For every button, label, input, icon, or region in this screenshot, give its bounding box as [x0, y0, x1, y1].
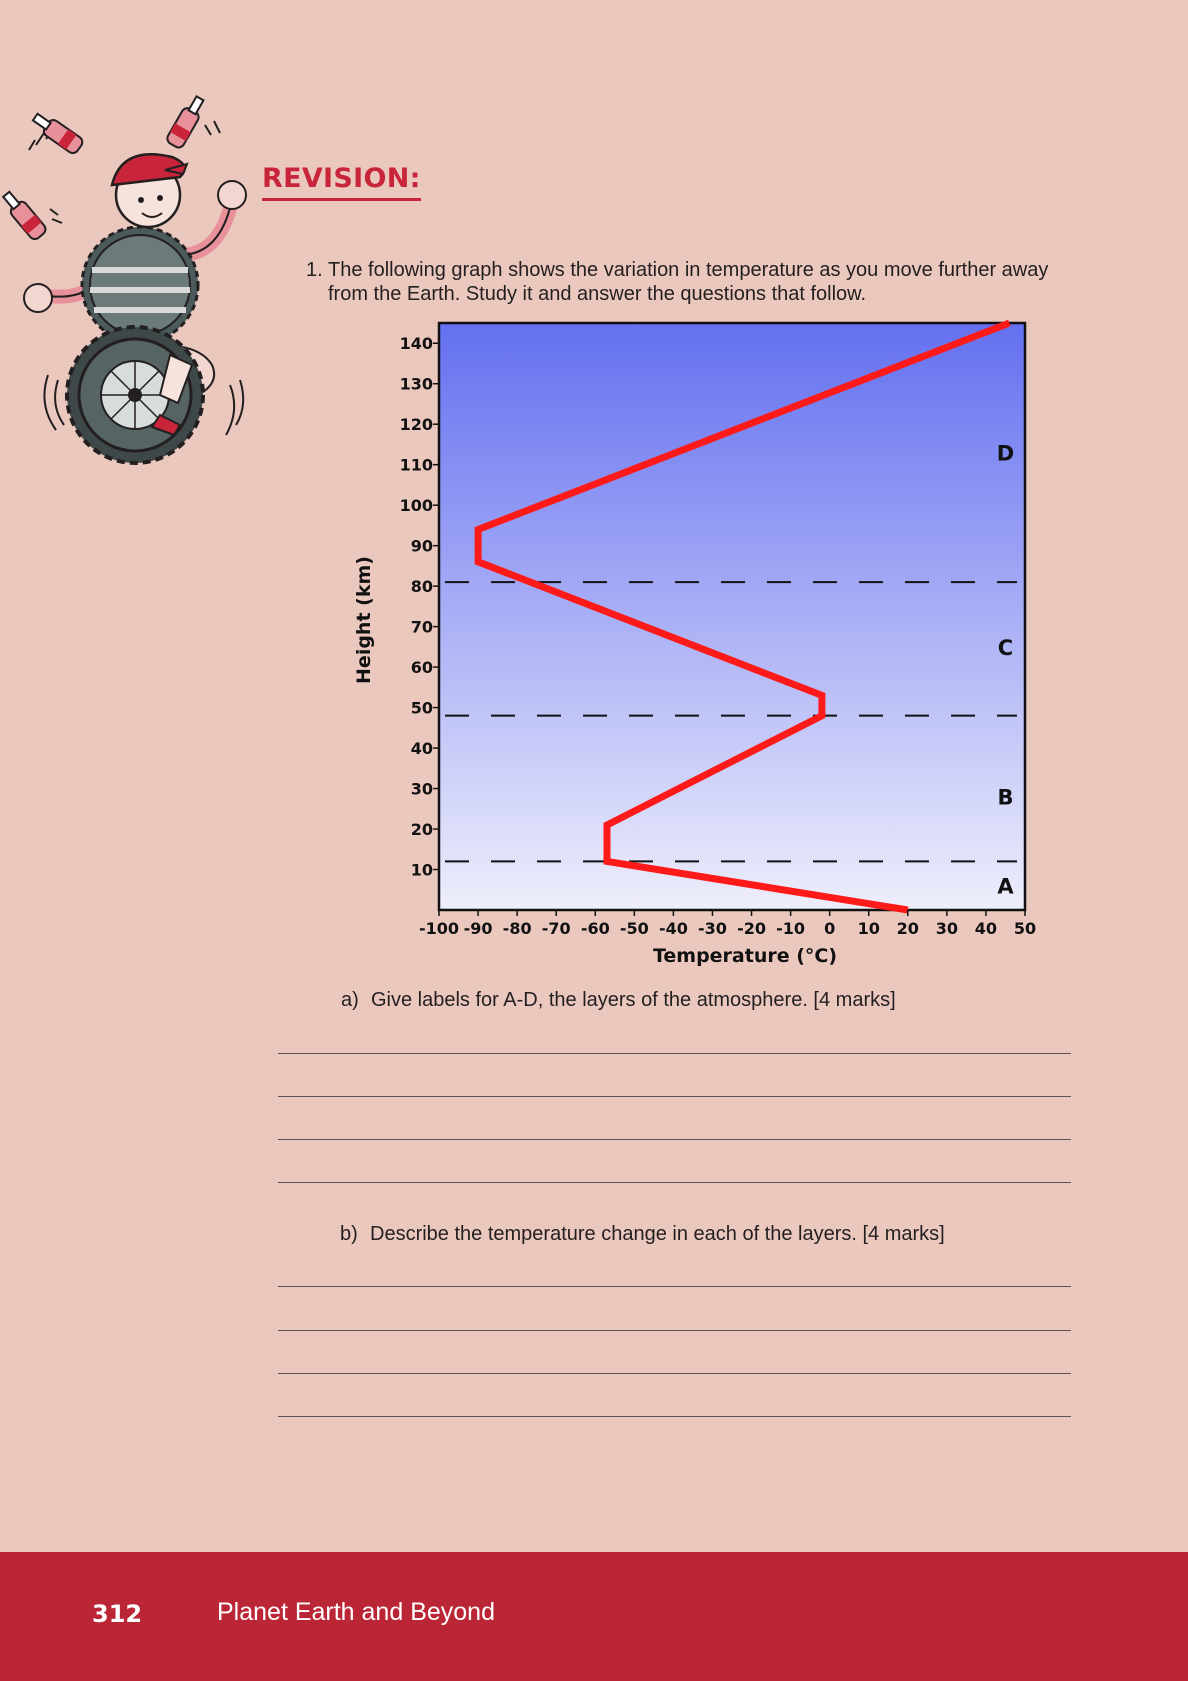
y-tick-label-13: 140 — [400, 334, 433, 353]
question-text: The following graph shows the variation … — [328, 259, 1049, 305]
x-tick-label-13: 30 — [936, 919, 958, 938]
x-tick-label-5: -50 — [620, 919, 649, 938]
x-tick-label-8: -20 — [737, 919, 766, 938]
y-tick-label-5: 60 — [411, 658, 433, 677]
answer-line-a4[interactable] — [278, 1182, 1071, 1183]
y-tick-label-6: 70 — [411, 618, 433, 637]
page-footer: 312 Planet Earth and Beyond — [0, 1552, 1188, 1681]
x-tick-label-14: 40 — [975, 919, 997, 938]
atmosphere-temperature-chart: -100 -90 -80 -70 -60 -50 -40 -30 -20 -10 0 10 20 30 40… — [353, 319, 1036, 967]
answer-line-a3[interactable] — [278, 1139, 1071, 1140]
region-label-d: D — [997, 442, 1014, 466]
sub-question-text: Give labels for A-D, the layers of the a… — [371, 989, 896, 1011]
bottle-icon — [1, 95, 205, 241]
x-tick-label-4: -60 — [581, 919, 610, 938]
sub-question-text: Describe the temperature change in each … — [370, 1223, 945, 1245]
x-tick-label-11: 10 — [858, 919, 880, 938]
x-tick-label-15: 50 — [1014, 919, 1036, 938]
y-tick-label-10: 110 — [400, 456, 433, 475]
tire-icon — [65, 325, 205, 465]
answer-line-b1[interactable] — [278, 1286, 1071, 1287]
region-label-c: C — [998, 636, 1013, 660]
x-axis-title: Temperature (°C) — [653, 945, 837, 967]
answer-line-b3[interactable] — [278, 1373, 1071, 1374]
y-tick-label-0: 10 — [411, 861, 433, 880]
answer-line-b2[interactable] — [278, 1330, 1071, 1331]
x-tick-label-3: -70 — [542, 919, 571, 938]
sub-question-label: a) — [341, 989, 359, 1011]
x-tick-label-9: -10 — [776, 919, 805, 938]
x-tick-label-0: -100 — [419, 919, 459, 938]
x-tick-label-7: -30 — [698, 919, 727, 938]
y-tick-label-7: 80 — [411, 577, 433, 596]
y-tick-label-12: 130 — [400, 375, 433, 394]
sub-question-a: a) Give labels for A-D, the layers of the… — [341, 988, 896, 1012]
plot-area — [437, 321, 1027, 912]
y-tick-label-4: 50 — [411, 699, 433, 718]
x-tick-label-1: -90 — [464, 919, 493, 938]
x-tick-label-2: -80 — [503, 919, 532, 938]
x-tick-label-6: -40 — [659, 919, 688, 938]
temperature-line-0 — [474, 319, 1011, 914]
question-number: 1. — [306, 259, 323, 281]
x-tick-label-10: 0 — [824, 919, 835, 938]
y-tick-label-11: 120 — [400, 415, 433, 434]
y-tick-label-1: 20 — [411, 820, 433, 839]
answer-line-a1[interactable] — [278, 1053, 1071, 1054]
sub-question-label: b) — [340, 1223, 358, 1245]
x-tick-label-12: 20 — [897, 919, 919, 938]
y-tick-label-8: 90 — [411, 537, 433, 556]
page-number: 312 — [92, 1600, 143, 1628]
book-title: Planet Earth and Beyond — [217, 1598, 495, 1626]
answer-line-a2[interactable] — [278, 1096, 1071, 1097]
sub-question-b: b) Describe the temperature change in eac… — [340, 1222, 945, 1246]
region-label-b: B — [997, 786, 1013, 810]
region-label-a: A — [997, 875, 1014, 899]
y-axis-title: Height (km) — [353, 556, 375, 684]
question-1: 1. The following graph shows the variati… — [306, 258, 1086, 306]
y-tick-label-3: 40 — [411, 739, 433, 758]
revision-heading: REVISION: — [262, 162, 421, 201]
y-tick-label-9: 100 — [400, 496, 433, 515]
gear-icon — [80, 225, 200, 345]
answer-line-b4[interactable] — [278, 1416, 1071, 1417]
y-tick-label-2: 30 — [411, 780, 433, 799]
juggling-mascot-illustration — [1, 95, 247, 465]
